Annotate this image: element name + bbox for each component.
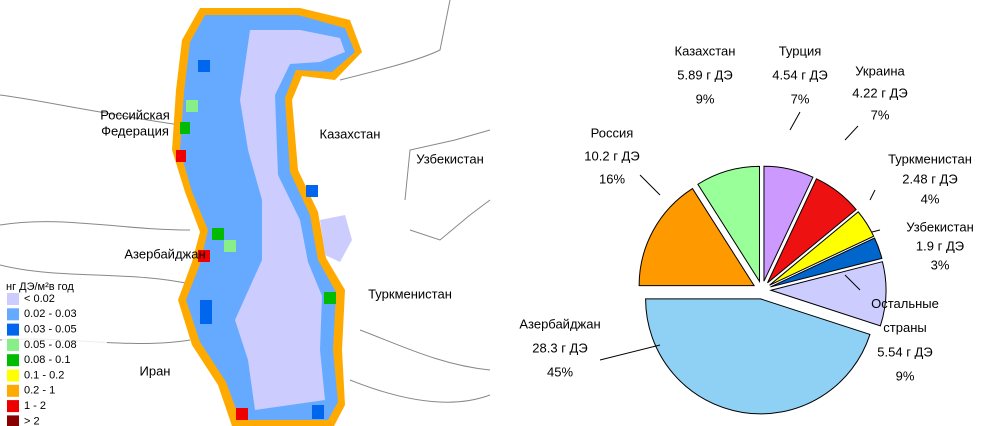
country-label: Иран xyxy=(140,363,171,378)
leader-line xyxy=(869,189,876,201)
legend-label: 0.03 - 0.05 xyxy=(24,324,77,336)
border xyxy=(0,221,196,286)
border xyxy=(404,129,491,241)
legend-swatch xyxy=(7,415,19,426)
legend-swatch xyxy=(7,323,19,336)
legend-label: > 2 xyxy=(24,415,40,426)
slice-percent: 9% xyxy=(896,368,915,383)
slice-name: Казахстан xyxy=(675,43,736,58)
slice-amount: 4.22 г ДЭ xyxy=(852,85,907,100)
slice-percent: 3% xyxy=(931,257,950,272)
cell xyxy=(212,228,224,240)
slice-name: Остальные страны xyxy=(871,296,939,335)
country-label: Российская xyxy=(100,107,170,122)
slice-percent: 9% xyxy=(696,91,715,106)
map xyxy=(0,0,491,426)
cells xyxy=(176,60,336,420)
border xyxy=(339,0,451,81)
slice-percent: 4% xyxy=(921,191,940,206)
legend-label: 0.05 - 0.08 xyxy=(24,339,77,351)
legend-swatch xyxy=(7,354,19,367)
cell xyxy=(186,100,198,112)
pie-chart: Азербайджан 28.3 г ДЭ 45% Россия 10.2 г ДЭ 16… xyxy=(519,43,974,415)
cell xyxy=(324,292,336,304)
legend-swatch xyxy=(7,293,19,305)
slice-amount: 2.48 г ДЭ xyxy=(902,171,957,186)
pie-slice xyxy=(769,211,875,286)
leader-line xyxy=(599,344,661,361)
country-label: Азербайджан xyxy=(124,246,205,261)
country-label: Казахстан xyxy=(320,126,381,141)
legend-label: 0.1 - 0.2 xyxy=(24,369,64,381)
map-legend: нг ДЭ/м²в год< 0.02 0.02 - 0.03 0.03 - 0.0… xyxy=(2,278,107,426)
pie-slice xyxy=(697,165,760,284)
leader-line xyxy=(639,174,661,196)
slice-name: Украина xyxy=(855,63,905,78)
slice-amount: 1.9 г ДЭ xyxy=(916,238,964,253)
cell xyxy=(198,250,210,262)
slice-percent: 7% xyxy=(871,107,890,122)
cell xyxy=(306,185,318,197)
legend-title: нг ДЭ/м²в год xyxy=(6,281,74,293)
cell xyxy=(224,240,236,252)
leader-line xyxy=(871,229,881,233)
pie-slice xyxy=(763,165,814,282)
country-label: Узбекистан xyxy=(416,151,484,166)
slice-name: Узбекистан xyxy=(906,219,974,234)
border xyxy=(0,94,181,126)
slice-amount: 5.54 г ДЭ xyxy=(877,344,932,359)
pie-slice xyxy=(645,298,871,415)
legend-swatch xyxy=(7,338,19,351)
legend-label: 0.2 - 1 xyxy=(24,385,55,397)
slice-name: Турция xyxy=(779,43,822,58)
slice-percent: 7% xyxy=(791,91,810,106)
cell xyxy=(180,122,190,134)
legend-label: 1 - 2 xyxy=(24,400,46,412)
leader-line xyxy=(789,111,801,131)
slice-name: Азербайджан xyxy=(519,316,600,331)
cell xyxy=(176,150,186,162)
slice-percent: 45% xyxy=(547,364,573,379)
legend-swatch xyxy=(7,400,19,413)
slice-percent: 16% xyxy=(599,171,625,186)
legend-label: 0.02 - 0.03 xyxy=(24,308,77,320)
legend-swatch xyxy=(7,384,19,397)
leader-line xyxy=(844,125,859,141)
slice-amount: 4.54 г ДЭ xyxy=(772,67,827,82)
legend-background xyxy=(2,278,107,426)
legend-swatch xyxy=(7,369,19,382)
country-label: Федерация xyxy=(101,123,169,138)
leader-line xyxy=(844,274,861,291)
pie-slice xyxy=(769,261,887,327)
slice-name: Туркменистан xyxy=(888,151,972,166)
legend-label: < 0.02 xyxy=(24,293,55,305)
slice-name: Россия xyxy=(591,125,634,140)
pie-slice xyxy=(767,178,857,284)
pie-slice xyxy=(770,237,883,288)
cell xyxy=(236,408,248,420)
cell xyxy=(312,405,324,419)
legend-swatch xyxy=(7,308,19,321)
sea-low-zone xyxy=(235,30,345,410)
slice-amount: 28.3 г ДЭ xyxy=(532,340,587,355)
slice-amount: 5.89 г ДЭ xyxy=(677,67,732,82)
pie-slice xyxy=(638,187,756,287)
cell xyxy=(200,300,212,324)
country-label: Туркменистан xyxy=(368,286,452,301)
cell xyxy=(198,60,210,72)
slice-amount: 10.2 г ДЭ xyxy=(584,148,639,163)
bay xyxy=(320,215,352,262)
border xyxy=(349,329,491,403)
legend-label: 0.08 - 0.1 xyxy=(24,354,70,366)
